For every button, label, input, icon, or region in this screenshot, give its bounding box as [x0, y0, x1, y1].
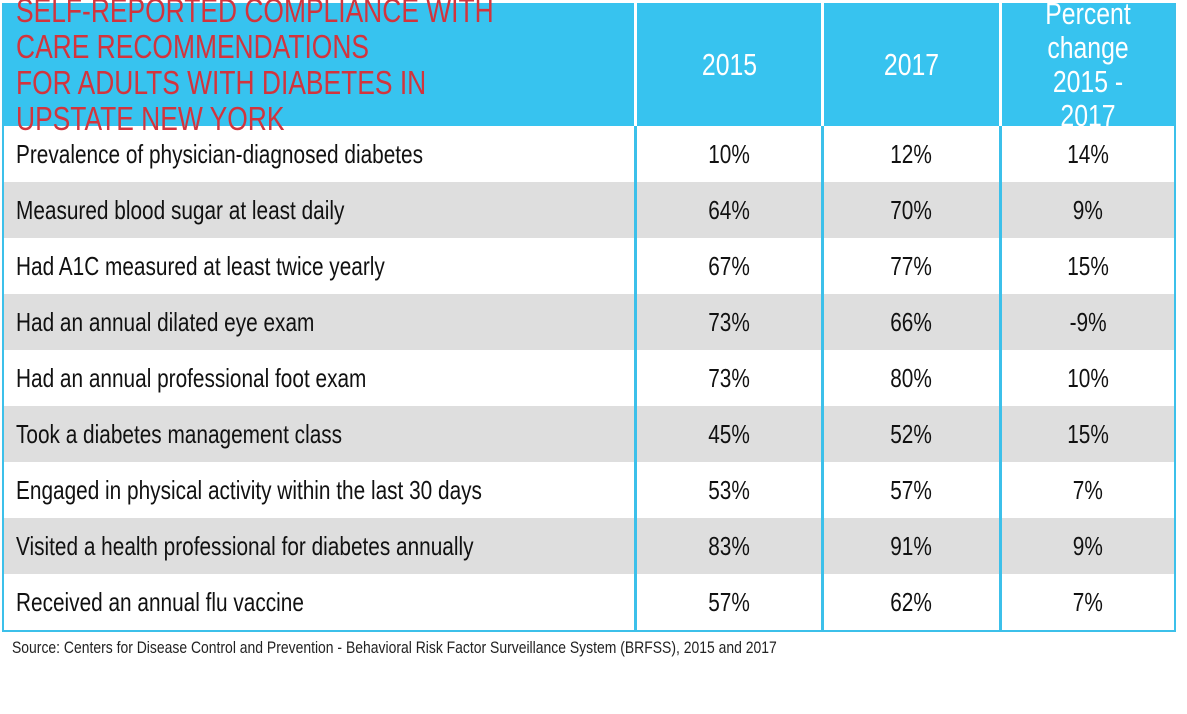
row-label: Took a diabetes management class: [16, 418, 343, 449]
cell-value: 45%: [708, 418, 750, 449]
cell-value: 73%: [708, 306, 750, 337]
row-label-cell: Visited a health professional for diabet…: [4, 518, 634, 574]
column-header-label: Percent change 2015 - 2017: [1045, 0, 1131, 133]
cell-value: 10%: [1067, 362, 1109, 393]
compliance-table: SELF-REPORTED COMPLIANCE WITH CARE RECOM…: [2, 0, 1176, 632]
value-cell: 66%: [821, 294, 999, 350]
row-label: Visited a health professional for diabet…: [16, 530, 474, 561]
value-cell: 70%: [821, 182, 999, 238]
cell-value: 15%: [1067, 250, 1109, 281]
row-label: Engaged in physical activity within the …: [16, 474, 482, 505]
table-row: Had A1C measured at least twice yearly 67…: [4, 238, 1174, 294]
value-cell: 14%: [999, 126, 1174, 182]
value-cell: 80%: [821, 350, 999, 406]
cell-value: 73%: [708, 362, 750, 393]
cell-value: 9%: [1072, 530, 1104, 561]
table-row: Prevalence of physician-diagnosed diabet…: [4, 126, 1174, 182]
value-cell: 9%: [999, 182, 1174, 238]
table-title-cell: SELF-REPORTED COMPLIANCE WITH CARE RECOM…: [4, 0, 634, 136]
value-cell: 52%: [821, 406, 999, 462]
cell-value: 12%: [890, 138, 933, 169]
cell-value: 67%: [708, 250, 750, 281]
value-cell: 67%: [634, 238, 821, 294]
value-cell: 10%: [999, 350, 1174, 406]
value-cell: 64%: [634, 182, 821, 238]
value-cell: 10%: [634, 126, 821, 182]
row-label: Had an annual dilated eye exam: [16, 306, 315, 337]
row-label-cell: Had A1C measured at least twice yearly: [4, 238, 634, 294]
row-label: Prevalence of physician-diagnosed diabet…: [16, 138, 424, 169]
source-note: Source: Centers for Disease Control and …: [12, 638, 945, 658]
cell-value: 80%: [890, 362, 933, 393]
cell-value: 77%: [890, 250, 933, 281]
value-cell: -9%: [999, 294, 1174, 350]
source-text: Source: Centers for Disease Control and …: [12, 638, 777, 657]
cell-value: 15%: [1067, 418, 1109, 449]
cell-value: 91%: [890, 530, 933, 561]
column-header-percent-change: Percent change 2015 - 2017: [999, 0, 1174, 132]
row-label-cell: Engaged in physical activity within the …: [4, 462, 634, 518]
value-cell: 7%: [999, 574, 1174, 630]
table-row: Visited a health professional for diabet…: [4, 518, 1174, 574]
row-label: Had A1C measured at least twice yearly: [16, 250, 385, 281]
row-label-cell: Had an annual professional foot exam: [4, 350, 634, 406]
cell-value: 10%: [708, 138, 750, 169]
cell-value: 7%: [1072, 586, 1104, 617]
row-label: Measured blood sugar at least daily: [16, 194, 345, 225]
value-cell: 57%: [634, 574, 821, 630]
table-header: SELF-REPORTED COMPLIANCE WITH CARE RECOM…: [4, 0, 1174, 136]
value-cell: 57%: [821, 462, 999, 518]
value-cell: 73%: [634, 350, 821, 406]
table-row: Had an annual dilated eye exam 73% 66% -9%: [4, 294, 1174, 350]
cell-value: 62%: [890, 586, 933, 617]
column-header-2017: 2017: [821, 3, 999, 126]
cell-value: 9%: [1072, 194, 1104, 225]
column-header-2015: 2015: [634, 3, 821, 126]
cell-value: 64%: [708, 194, 750, 225]
value-cell: 15%: [999, 238, 1174, 294]
value-cell: 77%: [821, 238, 999, 294]
row-label-cell: Measured blood sugar at least daily: [4, 182, 634, 238]
table-row: Received an annual flu vaccine 57% 62% 7%: [4, 574, 1174, 630]
column-header-label: 2017: [883, 46, 940, 82]
value-cell: 15%: [999, 406, 1174, 462]
row-label-cell: Took a diabetes management class: [4, 406, 634, 462]
cell-value: 14%: [1067, 138, 1109, 169]
table-row: Took a diabetes management class 45% 52% 15…: [4, 406, 1174, 462]
value-cell: 12%: [821, 126, 999, 182]
value-cell: 83%: [634, 518, 821, 574]
cell-value: 83%: [708, 530, 750, 561]
table-title: SELF-REPORTED COMPLIANCE WITH CARE RECOM…: [16, 0, 494, 137]
cell-value: 57%: [890, 474, 933, 505]
value-cell: 62%: [821, 574, 999, 630]
row-label: Received an annual flu vaccine: [16, 586, 304, 617]
value-cell: 9%: [999, 518, 1174, 574]
cell-value: 52%: [890, 418, 933, 449]
cell-value: 57%: [708, 586, 750, 617]
cell-value: 70%: [890, 194, 933, 225]
table-row: Had an annual professional foot exam 73% 8…: [4, 350, 1174, 406]
cell-value: 53%: [708, 474, 750, 505]
table-row: Engaged in physical activity within the …: [4, 462, 1174, 518]
cell-value: 66%: [890, 306, 933, 337]
value-cell: 45%: [634, 406, 821, 462]
row-label-cell: Had an annual dilated eye exam: [4, 294, 634, 350]
value-cell: 73%: [634, 294, 821, 350]
row-label-cell: Received an annual flu vaccine: [4, 574, 634, 630]
table-row: Measured blood sugar at least daily 64% 70…: [4, 182, 1174, 238]
value-cell: 53%: [634, 462, 821, 518]
value-cell: 7%: [999, 462, 1174, 518]
cell-value: 7%: [1072, 474, 1104, 505]
column-header-label: 2015: [701, 46, 757, 82]
row-label-cell: Prevalence of physician-diagnosed diabet…: [4, 126, 634, 182]
cell-value: -9%: [1069, 306, 1107, 337]
row-label: Had an annual professional foot exam: [16, 362, 367, 393]
value-cell: 91%: [821, 518, 999, 574]
